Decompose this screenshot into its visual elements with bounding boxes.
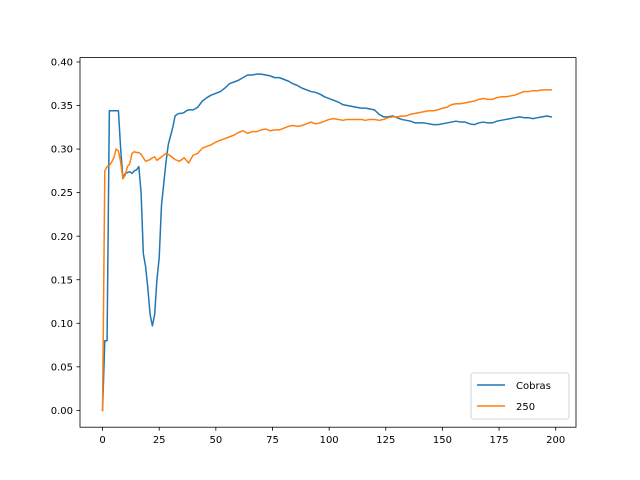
series-layer bbox=[101, 73, 553, 412]
y-tick-label: 0.30 bbox=[51, 145, 73, 156]
series-line-cobras bbox=[101, 73, 553, 412]
y-tick-label: 0.05 bbox=[51, 362, 73, 373]
y-tick-label: 0.15 bbox=[51, 275, 73, 286]
y-tick-label: 0.10 bbox=[51, 319, 73, 330]
x-tick-label: 200 bbox=[546, 435, 565, 446]
y-tick-label: 0.35 bbox=[51, 101, 73, 112]
x-tick-label: 25 bbox=[153, 435, 166, 446]
x-tick-label: 75 bbox=[266, 435, 279, 446]
x-tick-label: 150 bbox=[433, 435, 452, 446]
x-tick-label: 50 bbox=[209, 435, 222, 446]
y-tick-label: 0.40 bbox=[51, 58, 73, 69]
series-line-250 bbox=[101, 89, 552, 412]
legend: Cobras 250 bbox=[470, 372, 570, 420]
y-tick-label: 0.20 bbox=[51, 232, 73, 243]
y-tick-label: 0.25 bbox=[51, 188, 73, 199]
x-axis: 0 25 50 75 100 125 150 175 200 bbox=[99, 427, 565, 446]
x-tick-label: 175 bbox=[490, 435, 509, 446]
y-tick-label: 0.00 bbox=[51, 406, 73, 417]
x-tick-label: 0 bbox=[99, 435, 105, 446]
plot-frame bbox=[79, 57, 577, 428]
legend-label-cobras: Cobras bbox=[516, 381, 551, 392]
x-tick-label: 125 bbox=[376, 435, 395, 446]
legend-label-250: 250 bbox=[516, 402, 535, 413]
y-axis: 0.00 0.05 0.10 0.15 0.20 0.25 0.30 0.35 0.40 bbox=[51, 58, 80, 417]
x-tick-label: 100 bbox=[320, 435, 339, 446]
